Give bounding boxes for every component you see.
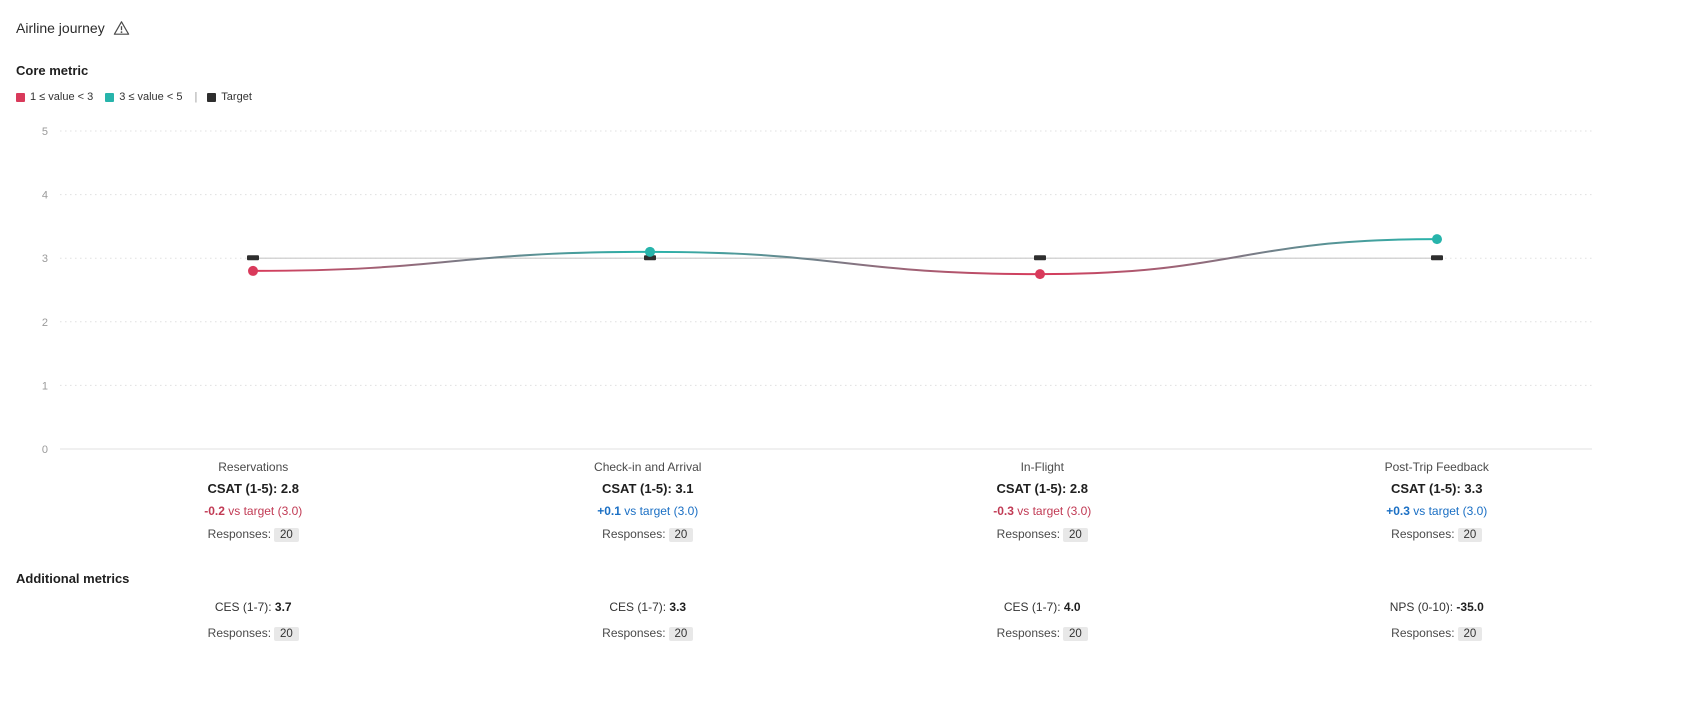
delta-value: -0.2: [204, 504, 225, 518]
stage-column-inflight: In-Flight CSAT (1-5): 2.8 -0.3 vs target…: [845, 460, 1240, 542]
responses-label: Responses:: [1391, 626, 1455, 640]
responses-count-badge: 20: [274, 627, 299, 641]
additional-responses: Responses: 20: [845, 626, 1240, 641]
stage-delta: -0.3 vs target (3.0): [845, 504, 1240, 518]
delta-value: -0.3: [993, 504, 1014, 518]
responses-count-badge: 20: [274, 528, 299, 542]
legend-item-red-range: 1 ≤ value < 3: [16, 91, 93, 103]
legend-item-target: Target: [207, 91, 252, 103]
page-title: Airline journey: [16, 20, 105, 36]
svg-text:5: 5: [42, 126, 48, 138]
responses-count-badge: 20: [668, 627, 694, 641]
additional-column-reservations: CES (1-7): 3.7 Responses: 20: [56, 600, 451, 641]
stage-csat-label: CSAT (1-5):: [601, 481, 672, 496]
chart-legend: 1 ≤ value < 3 3 ≤ value < 5 | Target: [16, 91, 258, 103]
legend-label: Target: [221, 91, 252, 103]
stage-csat: CSAT (1-5): 3.1: [451, 481, 846, 496]
stage-name: Post-Trip Feedback: [1384, 460, 1489, 474]
stage-column-posttrip: Post-Trip Feedback CSAT (1-5): 3.3 +0.3 …: [1240, 460, 1635, 542]
responses-count-badge: 20: [1063, 528, 1088, 542]
stage-column-reservations: Reservations CSAT (1-5): 2.8 -0.2 vs tar…: [56, 460, 451, 542]
metric-label: CES (1-7):: [214, 600, 272, 614]
stage-responses: Responses: 20: [56, 527, 451, 542]
responses-count-badge: 20: [1457, 528, 1483, 542]
legend-item-teal-range: 3 ≤ value < 5: [105, 91, 182, 103]
metric-value: 4.0: [1063, 600, 1081, 614]
stage-csat: CSAT (1-5): 2.8: [56, 481, 451, 496]
metric-value: -35.0: [1456, 600, 1484, 614]
stage-csat-value: 3.3: [1464, 481, 1483, 496]
stage-csat-label: CSAT (1-5):: [996, 481, 1067, 496]
metric-label: CES (1-7):: [609, 600, 667, 614]
responses-label: Responses:: [602, 626, 666, 640]
additional-metrics-row: CES (1-7): 3.7 Responses: 20 CES (1-7): 3…: [56, 600, 1635, 641]
additional-column-inflight: CES (1-7): 4.0 Responses: 20: [845, 600, 1240, 641]
target-swatch-icon: [207, 92, 217, 102]
stage-name: Reservations: [218, 460, 289, 474]
stage-delta: +0.3 vs target (3.0): [1240, 504, 1635, 518]
responses-label: Responses:: [996, 527, 1061, 541]
stage-csat: CSAT (1-5): 2.8: [845, 481, 1240, 496]
teal-swatch-icon: [105, 92, 115, 102]
stage-csat-label: CSAT (1-5):: [207, 481, 278, 496]
svg-text:0: 0: [42, 444, 48, 456]
additional-metric: CES (1-7): 3.3: [451, 600, 846, 614]
responses-label: Responses:: [1391, 527, 1455, 541]
responses-count-badge: 20: [1063, 627, 1088, 641]
additional-metrics-heading: Additional metrics: [16, 571, 130, 586]
delta-suffix: vs target (3.0): [624, 504, 699, 518]
additional-responses: Responses: 20: [1240, 626, 1635, 641]
metric-value: 3.3: [669, 600, 687, 614]
legend-label: 3 ≤ value < 5: [119, 91, 183, 103]
stage-delta: -0.2 vs target (3.0): [56, 504, 451, 518]
svg-text:1: 1: [42, 380, 48, 392]
metric-label: NPS (0-10):: [1389, 600, 1454, 614]
core-metric-chart[interactable]: 0 1 2 3 4 5: [0, 118, 1700, 463]
legend-label: 1 ≤ value < 3: [30, 91, 94, 103]
additional-column-posttrip: NPS (0-10): -35.0 Responses: 20: [1240, 600, 1635, 641]
delta-suffix: vs target (3.0): [228, 504, 303, 518]
widget-header: Airline journey: [16, 20, 130, 36]
red-swatch-icon: [16, 92, 25, 102]
responses-label: Responses:: [602, 527, 666, 541]
additional-responses: Responses: 20: [56, 626, 451, 641]
stage-responses: Responses: 20: [845, 527, 1240, 542]
stage-delta: +0.1 vs target (3.0): [451, 504, 846, 518]
stage-csat-label: CSAT (1-5):: [1390, 481, 1461, 496]
delta-suffix: vs target (3.0): [1413, 504, 1488, 518]
additional-metric: CES (1-7): 3.7: [56, 600, 451, 614]
responses-label: Responses:: [207, 527, 272, 541]
stage-csat: CSAT (1-5): 3.3: [1240, 481, 1635, 496]
responses-label: Responses:: [207, 626, 272, 640]
responses-count-badge: 20: [1457, 627, 1483, 641]
journey-line-chart[interactable]: 0 1 2 3 4 5: [0, 118, 1700, 463]
additional-responses: Responses: 20: [451, 626, 846, 641]
svg-text:4: 4: [42, 190, 48, 202]
metric-label: CES (1-7):: [1003, 600, 1061, 614]
metric-value: 3.7: [274, 600, 292, 614]
stage-responses: Responses: 20: [1240, 527, 1635, 542]
stage-csat-value: 2.8: [280, 481, 299, 496]
core-metric-heading: Core metric: [16, 63, 89, 78]
stage-metrics-row: Reservations CSAT (1-5): 2.8 -0.2 vs tar…: [56, 460, 1635, 542]
stage-responses: Responses: 20: [451, 527, 846, 542]
delta-value: +0.3: [1386, 504, 1410, 518]
stage-name: Check-in and Arrival: [594, 460, 702, 474]
additional-metric: CES (1-7): 4.0: [845, 600, 1240, 614]
responses-label: Responses:: [996, 626, 1061, 640]
additional-metric: NPS (0-10): -35.0: [1240, 600, 1635, 614]
additional-column-checkin: CES (1-7): 3.3 Responses: 20: [451, 600, 846, 641]
warning-icon[interactable]: [113, 20, 130, 36]
stage-csat-value: 2.8: [1069, 481, 1088, 496]
stage-csat-value: 3.1: [675, 481, 694, 496]
stage-column-checkin: Check-in and Arrival CSAT (1-5): 3.1 +0.…: [451, 460, 846, 542]
svg-text:3: 3: [42, 253, 48, 265]
svg-text:2: 2: [42, 317, 48, 329]
responses-count-badge: 20: [668, 528, 694, 542]
delta-suffix: vs target (3.0): [1017, 504, 1092, 518]
stage-name: In-Flight: [1020, 460, 1064, 474]
delta-value: +0.1: [597, 504, 621, 518]
legend-separator: |: [194, 91, 198, 103]
